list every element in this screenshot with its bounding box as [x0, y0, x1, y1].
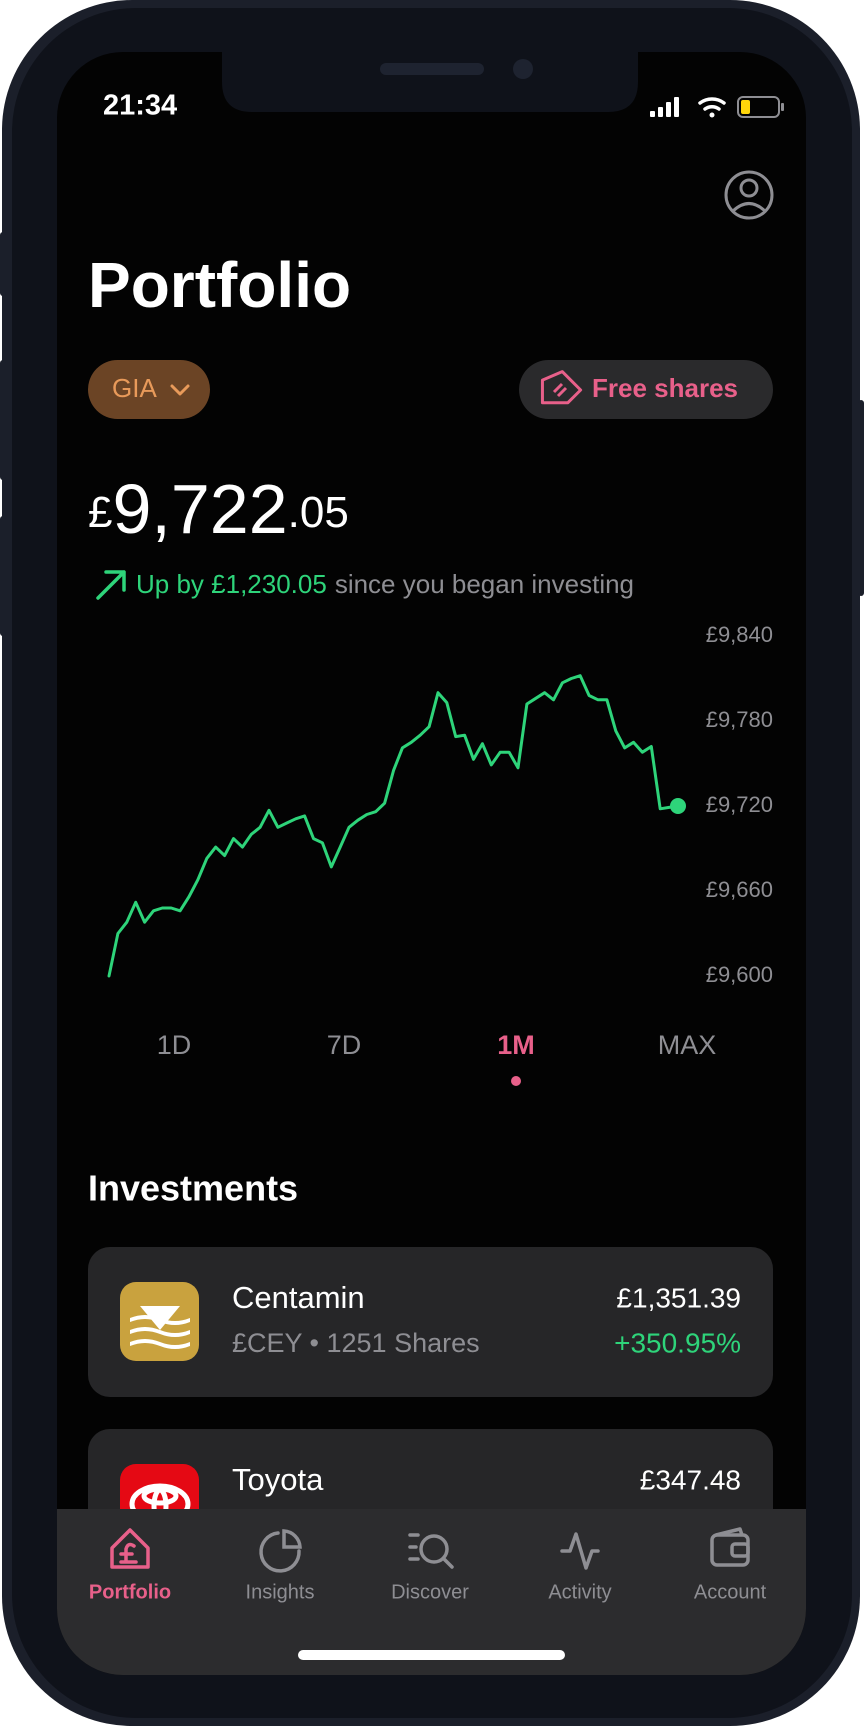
- current-point: [670, 798, 686, 814]
- y-tick-label: £9,660: [706, 877, 773, 902]
- activity-icon[interactable]: [560, 1532, 600, 1570]
- account-pill[interactable]: [88, 360, 210, 419]
- gain-amount: Up by £1,230.05: [136, 569, 327, 599]
- balance-whole: 9,722: [112, 470, 287, 548]
- investment-card[interactable]: Centamin £CEY • 1251 Shares £1,351.39 +3…: [88, 1247, 773, 1397]
- balance-currency: £: [88, 488, 112, 537]
- signal-icon: [650, 97, 679, 117]
- tab-label[interactable]: Portfolio: [89, 1581, 171, 1603]
- gain-arrow-icon: [96, 570, 126, 600]
- y-tick-label: £9,600: [706, 962, 773, 987]
- investment-value: £347.48: [640, 1464, 741, 1495]
- investment-name: Toyota: [232, 1462, 324, 1497]
- portfolio-icon[interactable]: [110, 1528, 150, 1569]
- balance-decimals: .05: [288, 488, 349, 537]
- range-indicator: [511, 1076, 521, 1086]
- wifi-icon: [698, 97, 726, 118]
- investment-meta: £CEY • 1251 Shares: [232, 1328, 480, 1358]
- free-shares-button[interactable]: Free shares: [519, 360, 773, 419]
- gain-text: Up by £1,230.05 since you began investing: [136, 569, 634, 599]
- home-indicator: [298, 1650, 565, 1660]
- centamin-logo-mark: [130, 1306, 190, 1349]
- range-option[interactable]: 1M: [497, 1030, 535, 1060]
- chevron-icon: [170, 384, 190, 396]
- range-option[interactable]: 1D: [157, 1030, 192, 1060]
- page-title: Portfolio: [88, 249, 351, 321]
- promo-pill[interactable]: [519, 360, 773, 419]
- speaker: [380, 63, 484, 75]
- gain-suffix: since you began investing: [335, 569, 634, 599]
- balance: £9,722.05: [88, 470, 349, 548]
- discover-icon[interactable]: [408, 1533, 454, 1569]
- side-button: [858, 400, 864, 596]
- side-button: [0, 360, 6, 480]
- investment-name: Centamin: [232, 1280, 365, 1315]
- y-tick-label: £9,720: [706, 792, 773, 817]
- tab-label[interactable]: Insights: [246, 1581, 315, 1603]
- account-label[interactable]: GIA: [112, 373, 157, 403]
- section-title: Investments: [88, 1168, 298, 1209]
- price-line: [107, 674, 680, 978]
- y-tick-label: £9,840: [706, 622, 773, 647]
- y-tick-label: £9,780: [706, 707, 773, 732]
- screen-background: [57, 52, 806, 1675]
- status-time: 21:34: [103, 90, 177, 122]
- tab-label[interactable]: Account: [694, 1581, 767, 1603]
- account-selector[interactable]: GIA: [88, 360, 210, 419]
- battery-icon: [737, 96, 784, 118]
- card-background[interactable]: [88, 1247, 773, 1397]
- portfolio-chart: £9,840 £9,780 £9,720 £9,660 £9,600: [107, 622, 773, 987]
- range-selector: 1D 7D 1M MAX: [157, 1030, 717, 1086]
- account-icon[interactable]: [710, 1527, 750, 1567]
- camera: [513, 59, 533, 79]
- range-option[interactable]: MAX: [658, 1030, 717, 1060]
- tab-labels: Portfolio Insights Discover Activity Account: [89, 1581, 767, 1603]
- notch: [222, 52, 638, 112]
- insights-icon[interactable]: [259, 1529, 302, 1573]
- promo-label[interactable]: Free shares: [592, 373, 738, 403]
- profile-button[interactable]: [724, 170, 774, 220]
- side-button: [0, 232, 6, 296]
- investment-value: £1,351.39: [616, 1282, 741, 1313]
- side-button: [0, 516, 6, 636]
- tab-label[interactable]: Activity: [548, 1581, 611, 1603]
- tab-label[interactable]: Discover: [391, 1581, 469, 1603]
- range-option[interactable]: 7D: [327, 1030, 362, 1060]
- tag-icon: [540, 370, 583, 405]
- screen: 21:34 Portfolio GIA: [57, 52, 806, 1675]
- investment-change: +350.95%: [614, 1327, 741, 1358]
